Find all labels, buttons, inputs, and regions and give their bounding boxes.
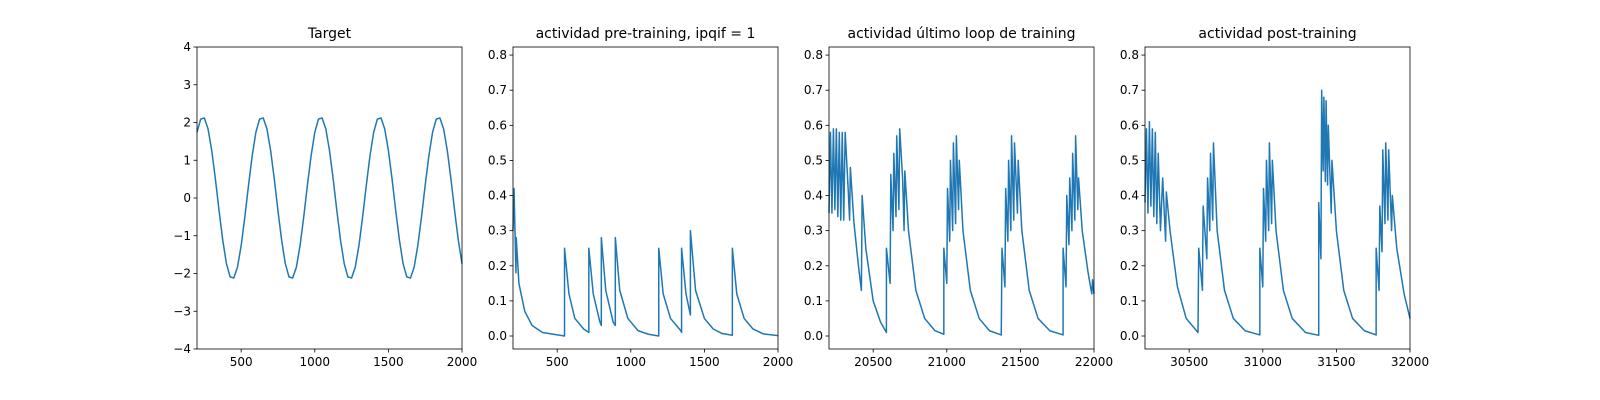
y-tick-label: 0.7 bbox=[804, 83, 823, 97]
y-tick-label: 0.5 bbox=[1120, 153, 1139, 167]
x-tick-label: 30500 bbox=[1170, 355, 1208, 369]
y-tick-label: 0.7 bbox=[1120, 83, 1139, 97]
y-tick-label: 0.8 bbox=[1120, 48, 1139, 62]
subplot-title: Target bbox=[307, 26, 352, 42]
y-tick-label: 0.3 bbox=[488, 224, 507, 238]
y-tick-label: 2 bbox=[183, 116, 191, 130]
y-tick-label: 0.2 bbox=[1120, 259, 1139, 273]
axes-frame bbox=[196, 46, 463, 350]
y-tick-label: 0.3 bbox=[804, 224, 823, 238]
y-tick-label: −3 bbox=[173, 304, 191, 318]
y-tick-label: 0.5 bbox=[488, 153, 507, 167]
data-line bbox=[196, 117, 463, 279]
y-tick-label: 0.4 bbox=[804, 189, 823, 203]
y-tick-label: 0.1 bbox=[804, 294, 823, 308]
y-tick-label: 0.0 bbox=[804, 329, 823, 343]
y-tick-label: 0.6 bbox=[488, 118, 507, 132]
axes-frame bbox=[1144, 46, 1411, 350]
y-tick-label: 1 bbox=[183, 153, 191, 167]
y-tick-label: 0 bbox=[183, 191, 191, 205]
x-tick-label: 20500 bbox=[854, 355, 892, 369]
y-tick-label: 0.4 bbox=[488, 189, 507, 203]
data-line bbox=[828, 128, 1095, 336]
y-tick-label: 3 bbox=[183, 78, 191, 92]
x-tick-label: 500 bbox=[546, 355, 569, 369]
subplot-title: actividad post-training bbox=[1198, 26, 1356, 42]
x-tick-label: 22000 bbox=[1075, 355, 1113, 369]
x-tick-label: 2000 bbox=[763, 355, 794, 369]
subplot-title: actividad último loop de training bbox=[848, 26, 1076, 42]
y-tick-label: 0.0 bbox=[1120, 329, 1139, 343]
y-tick-label: 0.8 bbox=[488, 48, 507, 62]
subplot-title: actividad pre-training, ipqif = 1 bbox=[536, 26, 756, 42]
axes-frame bbox=[828, 46, 1095, 350]
y-tick-label: 0.6 bbox=[1120, 118, 1139, 132]
y-tick-label: 0.3 bbox=[1120, 224, 1139, 238]
x-tick-label: 1000 bbox=[300, 355, 331, 369]
x-tick-label: 1500 bbox=[373, 355, 404, 369]
y-tick-label: 0.4 bbox=[1120, 189, 1139, 203]
x-tick-label: 31000 bbox=[1244, 355, 1282, 369]
y-tick-label: 0.2 bbox=[488, 259, 507, 273]
y-tick-label: 4 bbox=[183, 40, 191, 54]
y-tick-label: 0.0 bbox=[488, 329, 507, 343]
y-tick-label: 0.5 bbox=[804, 153, 823, 167]
x-tick-label: 32000 bbox=[1391, 355, 1429, 369]
x-tick-label: 21000 bbox=[928, 355, 966, 369]
y-tick-label: 0.6 bbox=[804, 118, 823, 132]
y-tick-label: −1 bbox=[173, 229, 191, 243]
y-tick-label: 0.1 bbox=[1120, 294, 1139, 308]
y-tick-label: 0.2 bbox=[804, 259, 823, 273]
data-line bbox=[512, 187, 779, 337]
x-tick-label: 21500 bbox=[1001, 355, 1039, 369]
y-tick-label: 0.7 bbox=[488, 83, 507, 97]
x-tick-label: 500 bbox=[230, 355, 253, 369]
y-tick-label: −2 bbox=[173, 267, 191, 281]
y-tick-label: 0.8 bbox=[804, 48, 823, 62]
x-tick-label: 31500 bbox=[1317, 355, 1355, 369]
x-tick-label: 2000 bbox=[447, 355, 478, 369]
x-tick-label: 1000 bbox=[616, 355, 647, 369]
axes-frame bbox=[512, 46, 779, 350]
y-tick-label: 0.1 bbox=[488, 294, 507, 308]
x-tick-label: 1500 bbox=[689, 355, 720, 369]
data-line bbox=[1144, 89, 1411, 337]
y-tick-label: −4 bbox=[173, 342, 191, 356]
